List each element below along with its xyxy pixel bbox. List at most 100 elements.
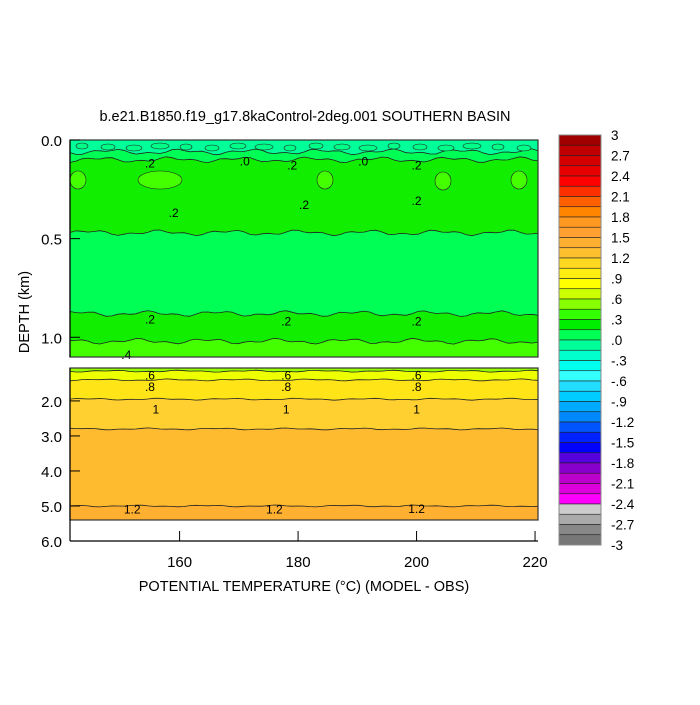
colorbar-tick-label: .6: [611, 292, 622, 307]
contour-patch: [137, 170, 183, 190]
colorbar-swatch: [558, 134, 602, 146]
contour-line: [69, 397, 539, 401]
colorbar-tick-label: -2.7: [611, 518, 634, 533]
colorbar-swatch: [558, 206, 602, 218]
x-tick-label: 180: [286, 554, 311, 571]
contour-label: .2: [169, 206, 179, 220]
colorbar-swatch: [558, 380, 602, 392]
colorbar-swatch: [558, 278, 602, 290]
contour-patch: [204, 144, 220, 152]
y-tick-label: 0.0: [41, 133, 62, 150]
contour-band: [70, 378, 538, 401]
colorbar-tick-label: -1.5: [611, 436, 634, 451]
x-axis-label: POTENTIAL TEMPERATURE (°C) (MODEL - OBS): [139, 579, 469, 595]
colorbar-swatch: [558, 411, 602, 423]
colorbar-swatch: [558, 524, 602, 536]
contour-label: .2: [281, 314, 291, 328]
colorbar-swatch: [558, 431, 602, 443]
colorbar-tick-label: -3: [611, 538, 623, 553]
contour-patch: [100, 143, 116, 151]
contour-label: 1.2: [124, 502, 141, 516]
colorbar-tick-label: -.3: [611, 354, 627, 369]
contour-line: [69, 504, 539, 508]
contour-patch: [75, 142, 89, 150]
colorbar-tick-label: -.9: [611, 395, 627, 410]
contour-label: .0: [358, 155, 368, 169]
contour-label: 1: [153, 403, 160, 417]
colorbar-swatch: [558, 421, 602, 433]
colorbar-swatch: [558, 401, 602, 413]
colorbar-tick-label: .3: [611, 313, 622, 328]
contour-patch: [125, 144, 143, 152]
panel-1: .2 .0 .2 .0 .2 .2 .2 .2 .2 .2 .2 .4 0.0 0.5 1.0: [41, 133, 539, 362]
colorbar-swatch: [558, 534, 602, 546]
colorbar-swatch: [558, 257, 602, 269]
contour-patch: [387, 142, 401, 150]
contour-line: [69, 337, 539, 345]
contour-patch: [308, 142, 324, 150]
colorbar: 3 2.7 2.4 2.1 1.8 1.5 1.2 .9 .6 .3 .0 -.3 -.6 -.9 -1.2…: [558, 128, 635, 553]
colorbar-swatch: [558, 319, 602, 331]
colorbar-swatch: [558, 247, 602, 259]
colorbar-swatch: [558, 308, 602, 320]
contour-patch: [316, 170, 334, 190]
chart-title: b.e21.B1850.f19_g17.8kaControl-2deg.001 …: [99, 109, 510, 125]
colorbar-swatch: [558, 298, 602, 310]
contour-patch: [283, 144, 297, 152]
no-data-region: [70, 519, 538, 541]
contour-patch: [491, 143, 505, 151]
colorbar-swatch: [558, 329, 602, 341]
contour-label: .2: [145, 157, 155, 171]
contour-line: [69, 156, 539, 164]
contour-patch: [510, 170, 528, 190]
y-tick-label: 4.0: [41, 464, 62, 481]
contour-label: 1.2: [266, 502, 283, 516]
contour-label: .6: [145, 369, 155, 383]
colorbar-tick-label: -1.2: [611, 415, 634, 430]
colorbar-tick-label: 1.5: [611, 231, 630, 246]
colorbar-tick-label: 2.1: [611, 190, 630, 205]
colorbar-swatch: [558, 503, 602, 515]
contour-band: [70, 310, 538, 345]
y-tick-label: 2.0: [41, 394, 62, 411]
contour-label: .8: [281, 380, 291, 394]
contour-band: [70, 427, 538, 507]
x-axis: 160 180 200 220: [70, 531, 548, 571]
colorbar-swatch: [558, 483, 602, 495]
colorbar-swatch: [558, 155, 602, 167]
colorbar-tick-label: -.6: [611, 374, 627, 389]
contour-patch: [229, 142, 247, 150]
colorbar-tick-label: 1.2: [611, 251, 630, 266]
colorbar-swatch: [558, 360, 602, 372]
colorbar-swatch: [558, 144, 602, 156]
contour-patch: [462, 142, 482, 150]
colorbar-swatch: [558, 339, 602, 351]
contour-band: [70, 505, 538, 520]
colorbar-swatch: [558, 452, 602, 464]
x-tick-label: 220: [523, 554, 548, 571]
colorbar-swatch: [558, 370, 602, 382]
contour-line: [69, 148, 539, 156]
y-tick-label: 5.0: [41, 499, 62, 516]
plot-panels: .2 .0 .2 .0 .2 .2 .2 .2 .2 .2 .2 .4 0.0 0.5 1.0 .6 .6 .6.…: [41, 133, 539, 551]
colorbar-swatch: [558, 493, 602, 505]
colorbar-tick-label: 3: [611, 128, 619, 143]
contour-band: [70, 156, 538, 236]
colorbar-swatch: [558, 216, 602, 228]
contour-label: .2: [145, 313, 155, 327]
colorbar-swatch: [558, 442, 602, 454]
y-axis-label: DEPTH (km): [17, 271, 33, 353]
colorbar-tick-label: -2.1: [611, 477, 634, 492]
colorbar-swatch: [558, 237, 602, 249]
contour-band: [70, 230, 538, 317]
y-tick-label: 0.5: [41, 232, 62, 249]
contour-label: .2: [412, 194, 422, 208]
contour-label: .8: [145, 380, 155, 394]
colorbar-swatch: [558, 288, 602, 300]
colorbar-tick-label: -2.4: [611, 497, 635, 512]
contour-patch: [516, 144, 532, 152]
contour-line: [69, 369, 539, 373]
contour-label: .2: [287, 159, 297, 173]
contour-patch: [333, 143, 351, 151]
